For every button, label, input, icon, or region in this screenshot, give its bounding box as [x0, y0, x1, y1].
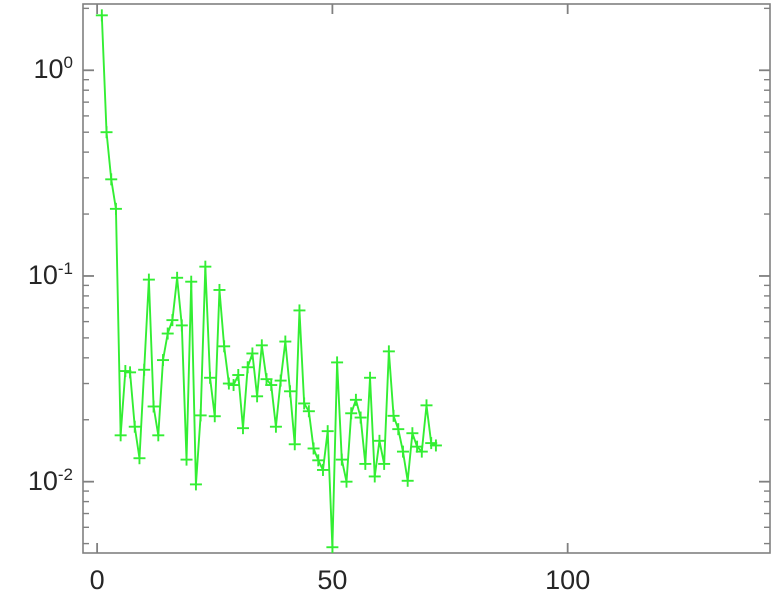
- data-point-marker[interactable]: [194, 409, 207, 422]
- data-point-marker[interactable]: [269, 420, 282, 433]
- data-point-marker[interactable]: [147, 400, 160, 413]
- data-point-marker[interactable]: [142, 273, 155, 286]
- data-point-marker[interactable]: [175, 319, 188, 332]
- series-line: [100, 15, 437, 549]
- x-tick-label-0: 0: [89, 565, 105, 595]
- x-tick-label-1: 50: [317, 565, 348, 595]
- data-point-marker[interactable]: [331, 356, 344, 369]
- data-point-marker[interactable]: [171, 271, 184, 284]
- data-point-marker[interactable]: [396, 445, 409, 458]
- data-point-marker[interactable]: [392, 423, 405, 436]
- data-point-marker[interactable]: [218, 340, 231, 353]
- data-point-marker[interactable]: [246, 347, 259, 360]
- data-point-marker[interactable]: [227, 379, 240, 392]
- data-point-marker[interactable]: [382, 345, 395, 358]
- data-point-marker[interactable]: [241, 361, 254, 374]
- data-point-marker[interactable]: [255, 339, 268, 352]
- data-point-marker[interactable]: [232, 369, 245, 382]
- data-point-marker[interactable]: [180, 453, 193, 466]
- data-point-marker[interactable]: [156, 354, 169, 367]
- y-tick-label-2: 10-2: [27, 464, 73, 496]
- data-point-marker[interactable]: [368, 470, 381, 483]
- data-point-marker[interactable]: [128, 420, 141, 433]
- data-point-marker[interactable]: [133, 452, 146, 465]
- data-point-marker[interactable]: [298, 397, 311, 410]
- data-point-marker[interactable]: [274, 374, 287, 387]
- y-tick-mantissa: 10: [27, 259, 58, 290]
- y-tick-label-1: 10-1: [27, 258, 73, 290]
- data-point-marker[interactable]: [349, 393, 362, 406]
- data-point-marker[interactable]: [335, 453, 348, 466]
- data-point-marker[interactable]: [152, 429, 165, 442]
- data-point-marker[interactable]: [166, 314, 179, 327]
- y-tick-label-0: 100: [33, 53, 73, 85]
- data-point-marker[interactable]: [161, 327, 174, 340]
- data-point-marker[interactable]: [114, 429, 127, 442]
- data-point-marker[interactable]: [284, 385, 297, 398]
- data-point-marker[interactable]: [95, 9, 108, 22]
- data-point-marker[interactable]: [387, 409, 400, 422]
- data-point-marker[interactable]: [302, 405, 315, 418]
- data-point-marker[interactable]: [340, 475, 353, 488]
- data-point-marker[interactable]: [406, 427, 419, 440]
- plot-frame: [82, 3, 771, 554]
- data-point-marker[interactable]: [415, 445, 428, 458]
- data-point-marker[interactable]: [185, 275, 198, 288]
- x-tick-label-2: 100: [545, 565, 591, 595]
- data-point-marker[interactable]: [251, 390, 264, 403]
- data-point-marker[interactable]: [279, 335, 292, 348]
- data-point-marker[interactable]: [378, 457, 391, 470]
- data-point-marker[interactable]: [124, 366, 137, 379]
- data-point-marker[interactable]: [100, 126, 113, 139]
- y-tick-exponent: -1: [57, 258, 73, 278]
- y-tick-mantissa: 10: [27, 465, 58, 496]
- data-point-marker[interactable]: [401, 474, 414, 487]
- data-point-marker[interactable]: [321, 425, 334, 438]
- data-point-marker[interactable]: [326, 541, 339, 553]
- data-point-marker[interactable]: [265, 379, 278, 392]
- data-point-marker[interactable]: [429, 439, 442, 452]
- data-point-marker[interactable]: [204, 371, 217, 384]
- data-point-marker[interactable]: [293, 304, 306, 317]
- data-point-marker[interactable]: [307, 442, 320, 455]
- y-tick-exponent: -2: [57, 464, 73, 484]
- data-point-marker[interactable]: [364, 371, 377, 384]
- data-point-marker[interactable]: [316, 463, 329, 476]
- data-point-marker[interactable]: [420, 399, 433, 412]
- data-series-signal[interactable]: [95, 9, 442, 553]
- data-point-marker[interactable]: [359, 457, 372, 470]
- data-point-marker[interactable]: [189, 478, 202, 491]
- data-point-marker[interactable]: [373, 434, 386, 447]
- data-point-marker[interactable]: [312, 454, 325, 467]
- data-point-marker[interactable]: [288, 438, 301, 451]
- y-tick-exponent: 0: [63, 53, 73, 73]
- data-point-marker[interactable]: [109, 202, 122, 215]
- data-point-marker[interactable]: [208, 410, 221, 423]
- data-point-marker[interactable]: [354, 411, 367, 424]
- data-point-marker[interactable]: [138, 363, 151, 376]
- data-point-marker[interactable]: [105, 173, 118, 186]
- data-point-marker[interactable]: [345, 407, 358, 420]
- data-point-marker[interactable]: [213, 283, 226, 296]
- data-point-marker[interactable]: [236, 422, 249, 435]
- data-point-marker[interactable]: [199, 260, 212, 273]
- y-tick-mantissa: 10: [33, 54, 64, 85]
